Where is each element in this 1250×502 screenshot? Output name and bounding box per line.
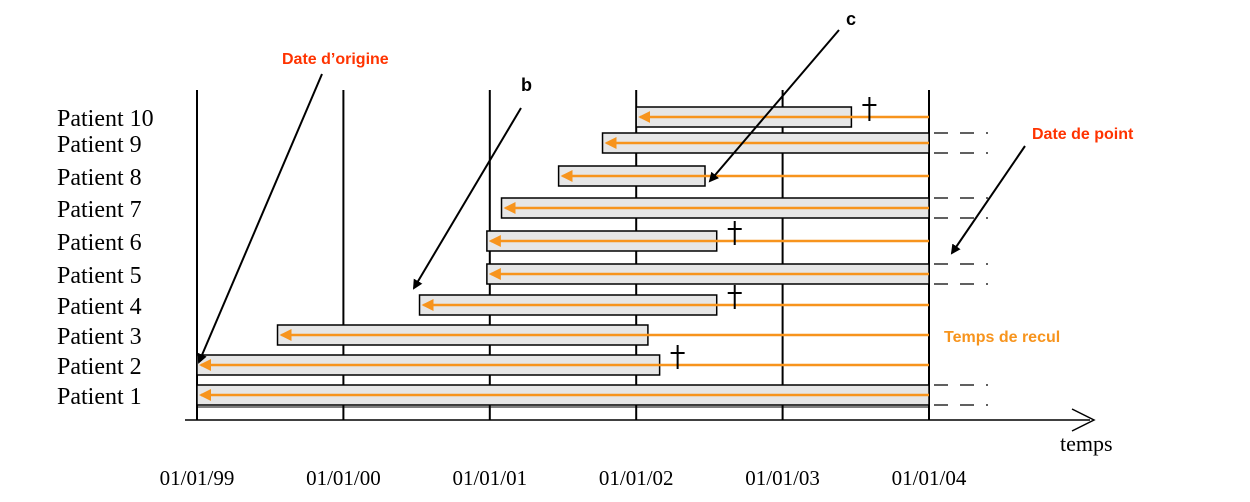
annotation-c: c [846,9,856,29]
x-tick-label: 01/01/03 [745,466,820,490]
x-tick-labels: 01/01/99 01/01/00 01/01/01 01/01/02 01/01/03… [160,466,967,490]
x-tick-label: 01/01/01 [452,466,527,490]
patient-label: Patient 1 [57,384,142,410]
annotation-date-de-point: Date de point [1032,126,1134,143]
x-axis-label: temps [1060,431,1113,456]
patient-label: Patient 4 [57,294,142,320]
patient-label: Patient 5 [57,263,142,289]
arrow-c [708,29,840,183]
patient-label: Patient 8 [57,165,142,191]
death-markers [670,97,877,369]
x-tick-label: 01/01/04 [892,466,967,490]
patient-label: Patient 10 [57,106,154,132]
patient-label: Patient 7 [57,197,142,223]
arrow-date-origine [197,73,323,364]
patient-label: Patient 2 [57,354,142,380]
x-tick-label: 01/01/02 [599,466,674,490]
patient-label: Patient 9 [57,132,142,158]
annotation-b: b [521,75,532,95]
annotation-date-origine: Date d’origine [282,51,389,68]
x-tick-label: 01/01/99 [160,466,235,490]
arrow-b [412,107,522,290]
patient-label: Patient 3 [57,324,142,350]
patient-bars [196,106,930,406]
patient-label: Patient 6 [57,230,142,256]
censoring-dashes [934,132,988,406]
x-axis-arrowhead [1071,408,1096,432]
arrow-date-de-point [950,145,1026,255]
follow-up-arrows [199,111,929,401]
x-tick-label: 01/01/00 [306,466,381,490]
annotation-temps-de-recul: Temps de recul [944,329,1060,346]
